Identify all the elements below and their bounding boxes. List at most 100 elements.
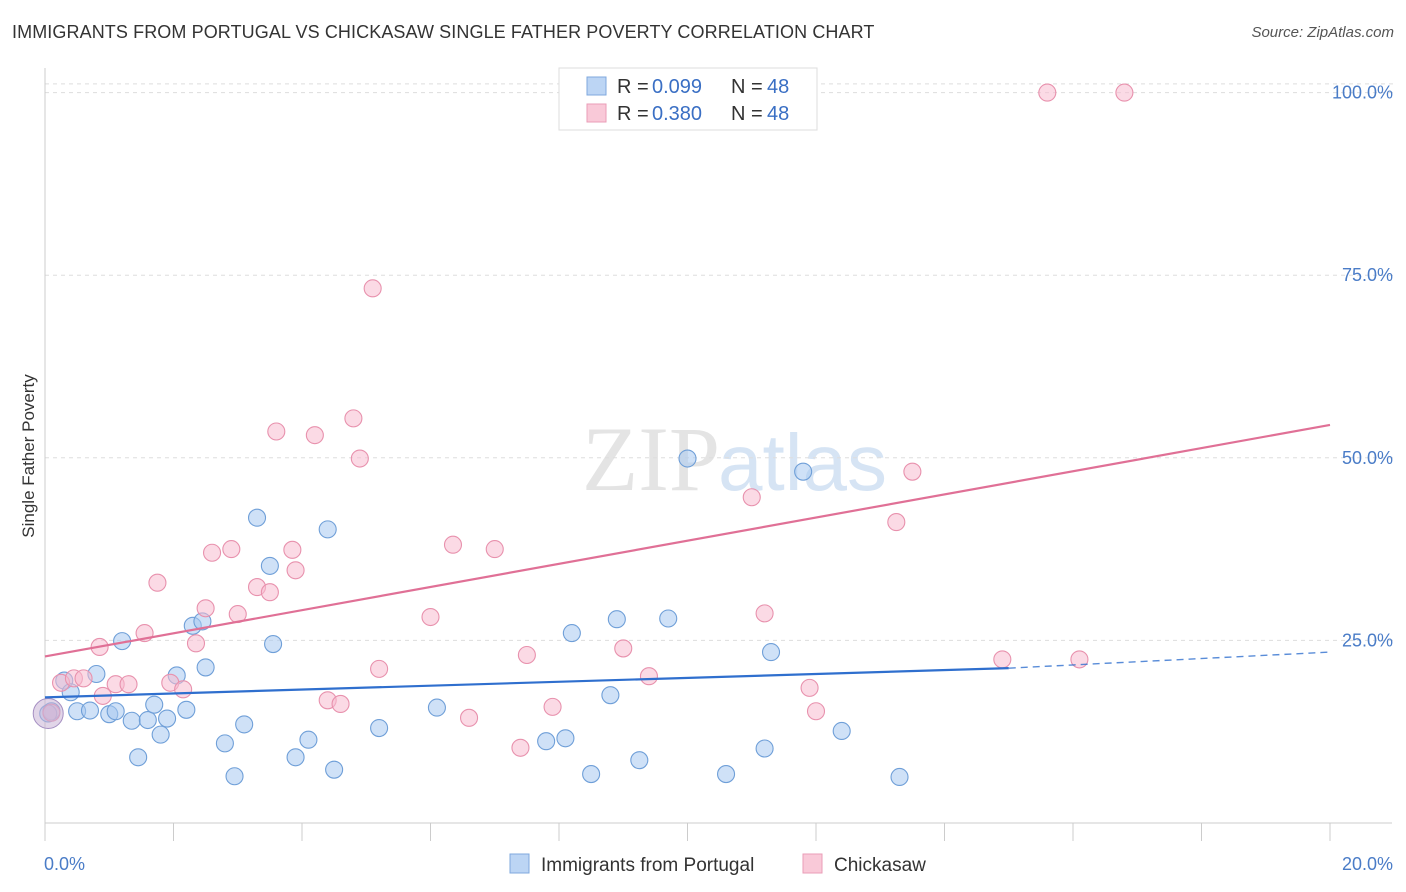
x-tick-labels: 0.0% 20.0%	[44, 854, 1393, 874]
point-1-25	[344, 409, 363, 428]
x-tick-label-1: 20.0%	[1342, 854, 1393, 874]
point-0-24	[260, 556, 279, 575]
bottom-legend-swatch-portugal	[509, 853, 530, 874]
y-axis-label: Single Father Poverty	[19, 374, 38, 538]
point-0-4	[80, 701, 100, 720]
legend-n-value-2: 48	[767, 103, 789, 125]
point-1-20	[283, 540, 302, 559]
point-1-33	[511, 738, 530, 757]
axes	[44, 68, 1392, 841]
point-1-35	[543, 697, 562, 716]
point-0-33	[556, 729, 575, 748]
point-1-11	[174, 680, 193, 699]
point-0-30	[370, 718, 389, 738]
trend-line-portugal	[44, 667, 1009, 699]
legend-n-label-2: N =	[731, 103, 763, 125]
point-1-31	[459, 708, 479, 727]
point-0-11	[138, 710, 157, 730]
point-1-47	[1115, 83, 1134, 102]
correlation-legend: R = 0.099 N = 48 R = 0.380 N = 48	[558, 67, 818, 131]
series-immigrants-from-portugal	[39, 449, 909, 787]
y-tick-label-1: 50.0%	[1342, 448, 1393, 468]
series-chickasaw	[32, 83, 1134, 757]
point-1-13	[196, 599, 215, 618]
point-1-36	[614, 639, 633, 658]
point-0-19	[196, 658, 215, 677]
point-0-9	[122, 711, 141, 730]
y-tick-label-3: 100.0%	[1332, 83, 1393, 103]
chart-title: IMMIGRANTS FROM PORTUGAL VS CHICKASAW SI…	[12, 22, 875, 42]
point-0-20	[215, 734, 234, 753]
point-0-37	[607, 610, 626, 629]
point-1-28	[370, 659, 389, 678]
point-1-14	[203, 543, 222, 562]
point-1-34	[517, 645, 536, 665]
point-0-46	[890, 767, 909, 787]
legend-r-label-2: R =	[617, 103, 649, 125]
point-0-16	[177, 700, 196, 719]
point-1-18	[260, 583, 279, 602]
y-tick-label-2: 75.0%	[1342, 265, 1393, 285]
point-1-19	[267, 422, 286, 441]
point-1-41	[806, 702, 826, 721]
point-1-37	[639, 667, 659, 686]
y-tick-label-0: 25.0%	[1342, 630, 1393, 650]
legend-swatch-portugal	[586, 76, 607, 96]
point-0-35	[582, 765, 601, 784]
legend-n-label-1: N =	[731, 76, 763, 98]
watermark-zip: ZIP	[582, 408, 720, 510]
point-0-42	[755, 739, 774, 758]
point-1-26	[350, 449, 369, 468]
point-1-46	[1070, 650, 1089, 669]
point-1-32	[485, 540, 504, 559]
legend-r-label-1: R =	[617, 76, 649, 98]
point-0-45	[832, 721, 851, 741]
point-1-29	[421, 607, 440, 627]
trend-lines	[44, 423, 1331, 699]
watermark-atlas: atlas	[718, 418, 887, 507]
point-0-44	[794, 462, 813, 481]
point-0-25	[264, 635, 283, 654]
point-1-30	[443, 535, 463, 554]
point-1-7	[119, 675, 138, 694]
point-1-9	[148, 573, 167, 592]
point-0-32	[537, 732, 556, 751]
legend-r-value-2: 0.380	[652, 103, 702, 125]
trend-line-chickasaw	[44, 423, 1331, 658]
point-1-15	[222, 540, 241, 559]
trend-line-portugal-extension	[1008, 651, 1331, 669]
point-0-12	[145, 695, 164, 714]
point-1-43	[903, 462, 922, 481]
point-1-3	[74, 669, 93, 688]
point-0-36	[601, 686, 620, 705]
point-0-28	[318, 520, 337, 539]
point-1-42	[887, 513, 906, 532]
point-0-21	[225, 767, 244, 786]
point-overlap-cluster	[32, 697, 64, 729]
point-1-39	[755, 604, 774, 623]
bottom-legend-label-portugal: Immigrants from Portugal	[541, 855, 754, 876]
point-1-27	[363, 279, 382, 298]
point-0-40	[678, 449, 697, 468]
point-0-41	[716, 765, 736, 784]
point-0-10	[129, 748, 148, 767]
point-0-22	[235, 715, 254, 734]
legend-swatch-chickasaw	[586, 103, 607, 123]
point-0-7	[106, 702, 125, 721]
point-1-12	[186, 634, 206, 653]
point-0-39	[659, 609, 678, 628]
point-1-44	[993, 650, 1012, 669]
point-1-21	[286, 561, 305, 580]
legend-r-value-1: 0.099	[652, 76, 702, 98]
point-0-23	[247, 508, 267, 527]
point-0-31	[427, 698, 446, 717]
y-tick-labels: 25.0% 50.0% 75.0% 100.0%	[1332, 83, 1393, 651]
point-0-14	[158, 709, 177, 728]
point-0-43	[761, 643, 781, 662]
point-0-13	[151, 725, 170, 744]
point-1-40	[800, 678, 819, 697]
point-0-27	[299, 730, 318, 749]
series-legend: Immigrants from Portugal Chickasaw	[509, 853, 926, 876]
grid-lines	[45, 83, 1395, 641]
